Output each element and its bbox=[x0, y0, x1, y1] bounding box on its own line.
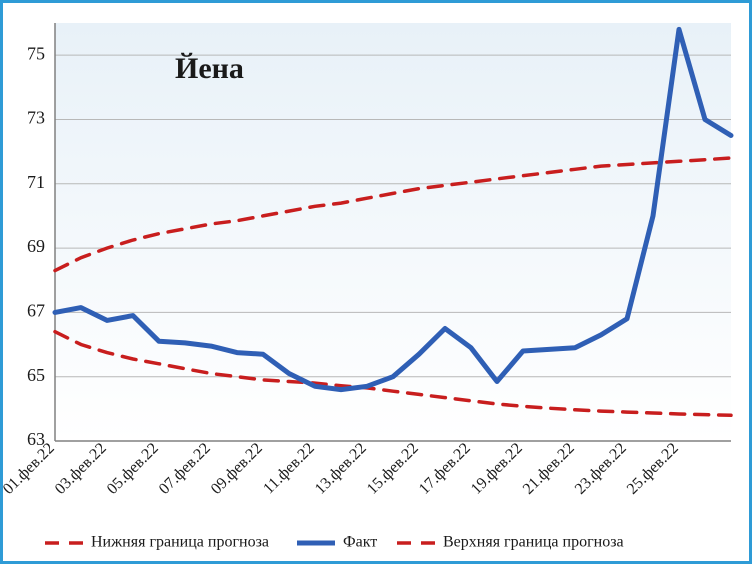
chart-title: Йена bbox=[175, 52, 244, 85]
x-tick-label: 25.фев.22 bbox=[624, 440, 682, 498]
y-tick-label: 65 bbox=[27, 365, 45, 385]
chart-container: 63656769717375 01.фев.2203.фев.2205.фев.… bbox=[3, 3, 749, 561]
y-axis-labels: 63656769717375 bbox=[27, 43, 45, 449]
x-tick-label: 13.фев.22 bbox=[312, 440, 370, 498]
legend-label-upper: Верхняя граница прогноза bbox=[443, 534, 624, 551]
legend-label-fact: Факт bbox=[343, 534, 377, 551]
y-tick-label: 69 bbox=[27, 236, 45, 256]
legend-label-lower: Нижняя граница прогноза bbox=[91, 534, 269, 551]
y-tick-label: 67 bbox=[27, 301, 45, 321]
x-tick-label: 19.фев.22 bbox=[468, 440, 526, 498]
chart-frame: 63656769717375 01.фев.2203.фев.2205.фев.… bbox=[0, 0, 752, 564]
x-tick-label: 15.фев.22 bbox=[364, 440, 422, 498]
x-tick-label: 03.фев.22 bbox=[52, 440, 110, 498]
x-tick-label: 11.фев.22 bbox=[260, 440, 318, 498]
y-tick-label: 75 bbox=[27, 43, 45, 63]
line-chart: 63656769717375 01.фев.2203.фев.2205.фев.… bbox=[3, 3, 749, 561]
x-tick-label: 23.фев.22 bbox=[572, 440, 630, 498]
x-tick-label: 07.фев.22 bbox=[156, 440, 214, 498]
y-tick-label: 71 bbox=[27, 172, 45, 192]
x-tick-label: 05.фев.22 bbox=[104, 440, 162, 498]
legend: Нижняя граница прогноза Факт Верхняя грани… bbox=[45, 534, 624, 551]
x-tick-label: 17.фев.22 bbox=[416, 440, 474, 498]
x-tick-label: 09.фев.22 bbox=[208, 440, 266, 498]
x-axis-labels: 01.фев.2203.фев.2205.фев.2207.фев.2209.ф… bbox=[3, 440, 682, 498]
y-tick-label: 73 bbox=[27, 108, 45, 128]
x-tick-label: 21.фев.22 bbox=[520, 440, 578, 498]
